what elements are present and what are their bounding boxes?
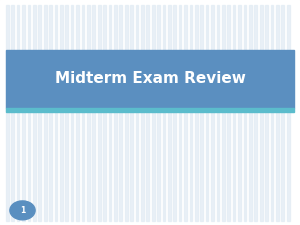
Bar <box>11 4 14 220</box>
Bar <box>60 4 63 220</box>
Bar <box>238 4 241 220</box>
Bar <box>206 4 208 220</box>
Bar <box>92 4 95 220</box>
Bar <box>254 4 257 220</box>
Bar <box>222 4 225 220</box>
Bar <box>260 4 262 220</box>
Bar <box>49 4 52 220</box>
Bar <box>55 4 57 220</box>
Bar <box>233 4 236 220</box>
Bar <box>184 4 187 220</box>
Bar <box>82 4 84 220</box>
Bar <box>28 4 30 220</box>
Bar <box>281 4 284 220</box>
Bar <box>6 108 294 112</box>
Bar <box>146 4 149 220</box>
Bar <box>130 4 133 220</box>
Bar <box>249 4 252 220</box>
Bar <box>287 4 290 220</box>
Bar <box>38 4 41 220</box>
Bar <box>6 4 9 220</box>
Bar <box>76 4 79 220</box>
Text: 1: 1 <box>20 206 25 215</box>
Bar <box>190 4 192 220</box>
Bar <box>125 4 128 220</box>
Bar <box>103 4 106 220</box>
Bar <box>114 4 117 220</box>
Bar <box>217 4 219 220</box>
Bar <box>87 4 90 220</box>
Bar <box>157 4 160 220</box>
Bar <box>98 4 100 220</box>
Bar <box>200 4 203 220</box>
Bar <box>179 4 181 220</box>
Bar <box>71 4 74 220</box>
Bar <box>136 4 138 220</box>
Bar <box>65 4 68 220</box>
Circle shape <box>10 201 35 220</box>
Bar <box>244 4 246 220</box>
Bar <box>276 4 279 220</box>
Text: Midterm Exam Review: Midterm Exam Review <box>55 71 245 86</box>
Bar <box>22 4 25 220</box>
Bar <box>141 4 144 220</box>
Bar <box>33 4 36 220</box>
Bar <box>109 4 111 220</box>
Bar <box>152 4 154 220</box>
Bar <box>173 4 176 220</box>
Bar <box>227 4 230 220</box>
Bar <box>265 4 268 220</box>
Bar <box>195 4 198 220</box>
Bar <box>17 4 20 220</box>
Bar <box>44 4 46 220</box>
FancyBboxPatch shape <box>6 50 294 108</box>
Bar <box>119 4 122 220</box>
Bar <box>271 4 273 220</box>
Bar <box>211 4 214 220</box>
Bar <box>163 4 165 220</box>
Bar <box>168 4 171 220</box>
